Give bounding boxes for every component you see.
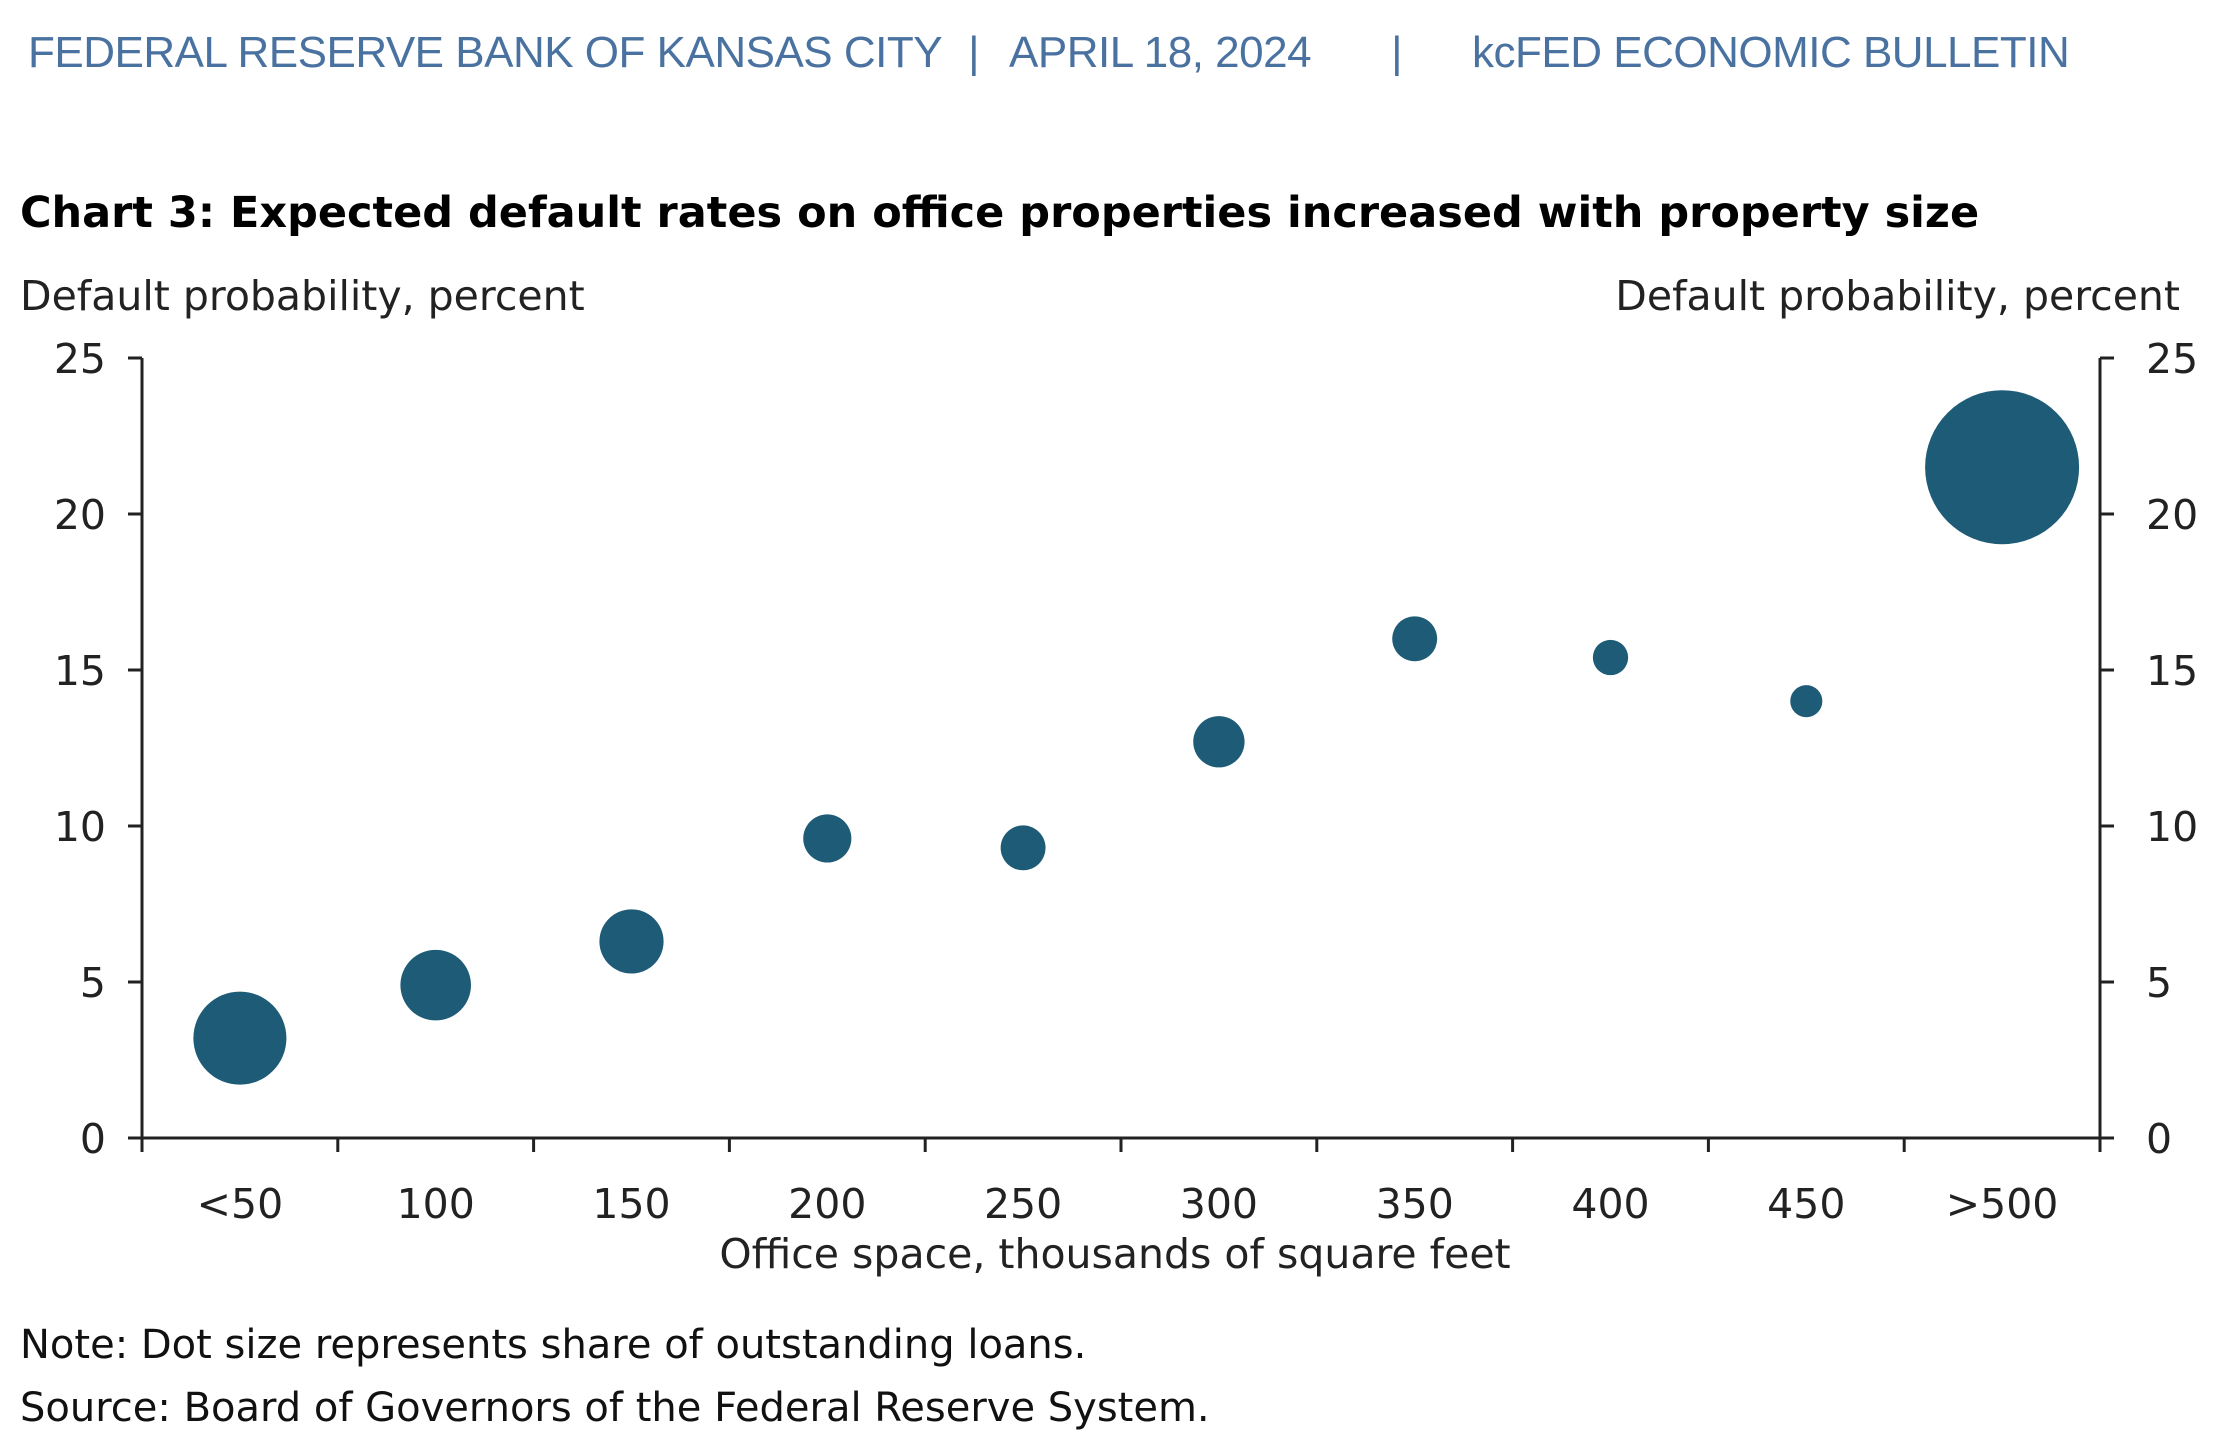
- y-axis-title-right: Default probability, percent: [1615, 272, 2180, 320]
- y-tick-left-label: 15: [54, 647, 106, 695]
- chart-axes: [140, 358, 2102, 1140]
- y-tick-right-label: 25: [2146, 335, 2198, 383]
- x-tick-label: 300: [1180, 1180, 1258, 1228]
- masthead-organization: FEDERAL RESERVE BANK OF KANSAS CITY: [28, 28, 943, 77]
- data-point-bubble: [1000, 825, 1046, 871]
- data-point-bubble: [803, 814, 852, 863]
- data-point-bubble: [1392, 616, 1438, 662]
- data-point-bubble: [599, 909, 664, 974]
- x-tick-label: 100: [397, 1180, 475, 1228]
- y-tick-left-label: 10: [54, 803, 106, 851]
- data-point-bubble: [1592, 639, 1629, 676]
- x-tick-label: 450: [1767, 1180, 1845, 1228]
- y-ticks-left: 0 5 10 15 20 25: [54, 335, 142, 1163]
- y-tick-left-label: 20: [54, 491, 106, 539]
- x-axis-title: Office space, thousands of square feet: [719, 1230, 1510, 1278]
- masthead: FEDERAL RESERVE BANK OF KANSAS CITY | AP…: [28, 18, 2070, 88]
- y-tick-right-label: 5: [2146, 959, 2172, 1007]
- data-point-bubble: [1925, 390, 2080, 545]
- masthead-date: APRIL 18, 2024: [1009, 28, 1312, 77]
- y-tick-right-label: 0: [2146, 1115, 2172, 1163]
- data-point-bubble: [1790, 685, 1823, 718]
- x-tick-label: 150: [592, 1180, 670, 1228]
- x-tick-label: 250: [984, 1180, 1062, 1228]
- y-tick-right-label: 10: [2146, 803, 2198, 851]
- x-tick-label: 200: [788, 1180, 866, 1228]
- x-tick-label: 400: [1571, 1180, 1649, 1228]
- y-tick-right-label: 15: [2146, 647, 2198, 695]
- x-ticks: <50 100 150 200 250 300 350 400 450 >500: [140, 1138, 2102, 1228]
- x-tick-label: >500: [1946, 1180, 2059, 1228]
- y-axis-title-left: Default probability, percent: [20, 272, 585, 320]
- x-tick-label: <50: [197, 1180, 284, 1228]
- y-tick-left-label: 5: [80, 959, 106, 1007]
- data-point-bubble: [400, 949, 471, 1021]
- y-tick-right-label: 20: [2146, 491, 2198, 539]
- chart-source: Source: Board of Governors of the Federa…: [20, 1385, 1210, 1431]
- masthead-separator-2: |: [1391, 28, 1402, 77]
- x-tick-label: 350: [1376, 1180, 1454, 1228]
- data-point-bubble: [1193, 716, 1245, 768]
- y-ticks-right: 0 5 10 15 20 25: [2100, 335, 2198, 1163]
- chart-title: Chart 3: Expected default rates on offic…: [20, 188, 1980, 238]
- y-tick-left-label: 0: [80, 1115, 106, 1163]
- masthead-publication: kcFED ECONOMIC BULLETIN: [1472, 28, 2070, 77]
- y-tick-left-label: 25: [54, 335, 106, 383]
- chart-note: Note: Dot size represents share of outst…: [20, 1322, 1087, 1368]
- data-points: [193, 390, 2080, 1085]
- data-point-bubble: [193, 991, 287, 1085]
- masthead-separator-1: |: [968, 28, 980, 77]
